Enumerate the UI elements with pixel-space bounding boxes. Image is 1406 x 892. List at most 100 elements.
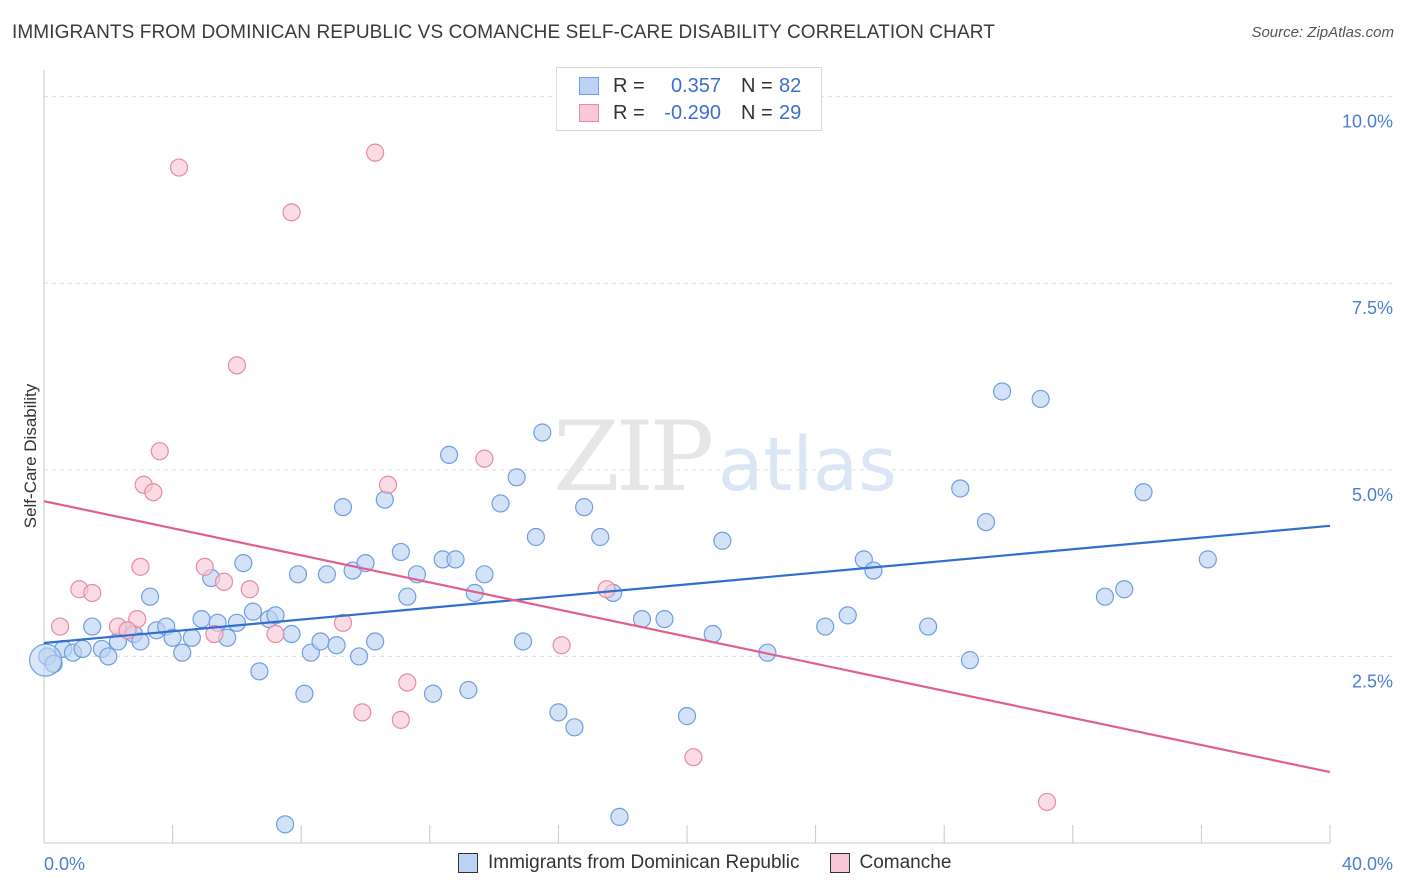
y-axis-label: Self-Care Disability <box>21 383 40 528</box>
watermark-zip: ZIP <box>553 401 712 513</box>
dominican-point <box>234 554 253 573</box>
n-value: 82 <box>779 74 802 97</box>
dominican-point <box>131 632 150 651</box>
y-tick-label: 7.5% <box>1352 298 1393 318</box>
data-points <box>29 143 1217 834</box>
dominican-point <box>1198 550 1217 569</box>
comanche-point <box>195 557 214 576</box>
comanche-point <box>333 613 353 632</box>
y-tick-labels: 2.5% 5.0% 7.5% 10.0% <box>1342 112 1393 692</box>
dominican-point <box>439 445 459 465</box>
dominican-cluster-point <box>29 643 63 677</box>
y-tick-label: 2.5% <box>1352 671 1393 691</box>
dominican-point <box>1115 580 1134 599</box>
comanche-trend-line <box>43 500 1331 774</box>
dominican-point <box>1031 389 1050 409</box>
comanche-point <box>240 580 259 599</box>
dominican-point <box>366 632 385 651</box>
series-legend: Immigrants from Dominican Republic Coman… <box>458 852 981 874</box>
n-value: 29 <box>779 101 802 124</box>
dominican-point <box>266 606 285 625</box>
n-label: N = <box>741 74 773 97</box>
dominican-point <box>288 565 308 584</box>
dominican-point <box>951 479 970 498</box>
watermark: ZIP atlas <box>553 401 897 513</box>
dominican-point <box>375 490 394 509</box>
comanche-point <box>684 748 703 767</box>
dominican-point <box>533 423 552 442</box>
watermark-atlas: atlas <box>718 422 897 508</box>
x-tick-labels: 0.0% 40.0% <box>44 854 1393 874</box>
dominican-point <box>677 707 697 726</box>
comanche-point <box>144 483 163 502</box>
source-label: Source: ZipAtlas.com <box>1251 24 1394 41</box>
dominican-point <box>591 527 610 547</box>
dominican-point <box>317 565 337 584</box>
dominican-point <box>349 647 369 666</box>
dominican-point <box>1134 483 1153 502</box>
dominican-point <box>140 587 160 606</box>
dominican-point <box>565 718 584 737</box>
dominican-point <box>423 684 443 703</box>
legend-item-dominican: Immigrants from Dominican Republic <box>458 852 800 874</box>
legend-item-comanche: Comanche <box>829 852 952 874</box>
legend-label: Immigrants from Dominican Republic <box>488 852 800 873</box>
r-value: 0.357 <box>670 74 721 97</box>
dominican-point <box>575 498 594 517</box>
comanche-point <box>50 617 70 636</box>
dominican-point <box>276 815 295 834</box>
dominican-point <box>227 613 246 632</box>
comanche-point <box>378 475 398 494</box>
chart-title: IMMIGRANTS FROM DOMINICAN REPUBLIC VS CO… <box>12 22 995 43</box>
dominican-point <box>182 628 201 647</box>
legend-label: Comanche <box>859 852 952 873</box>
comanche-point <box>366 143 385 162</box>
comanche-point <box>475 449 494 468</box>
dominican-point <box>173 643 192 662</box>
comanche-point <box>597 580 616 599</box>
y-tick-label: 5.0% <box>1352 485 1393 505</box>
dominican-trend-line <box>43 524 1331 645</box>
dominican-point <box>459 680 478 700</box>
dominican-point <box>192 609 211 629</box>
dominican-point <box>992 382 1012 401</box>
dominican-point <box>99 647 118 666</box>
comanche-point <box>266 624 285 644</box>
dominican-point <box>549 703 568 722</box>
dominican-point <box>475 565 494 584</box>
comanche-point <box>227 356 246 375</box>
x-ticks <box>172 825 1331 843</box>
comanche-point <box>214 572 234 591</box>
dominican-point <box>250 662 269 681</box>
x-tick-label: 0.0% <box>44 854 85 874</box>
dominican-point <box>327 636 346 655</box>
dominican-point <box>655 609 674 629</box>
dominican-point <box>960 651 980 670</box>
dominican-point <box>919 617 938 636</box>
gridlines <box>44 96 1392 657</box>
comanche-point <box>282 203 301 222</box>
r-value: -0.290 <box>664 101 721 124</box>
dominican-point <box>491 494 510 513</box>
legend-row-blue: R = 0.357 N = 82 <box>557 73 801 99</box>
dominican-point <box>243 602 263 621</box>
dominican-point <box>713 531 732 550</box>
comanche-point <box>131 557 150 576</box>
dominican-point <box>1095 587 1115 606</box>
r-label: R = <box>613 101 645 124</box>
dominican-point <box>507 468 526 487</box>
y-tick-label: 10.0% <box>1342 112 1393 132</box>
comanche-point <box>391 710 410 729</box>
pink-swatch <box>579 104 599 122</box>
comanche-point <box>83 583 102 603</box>
dominican-point <box>446 550 465 569</box>
comanche-point <box>150 442 169 461</box>
dominican-point <box>295 684 314 703</box>
comanche-point <box>552 636 571 655</box>
dominican-point <box>311 632 330 651</box>
pink-swatch <box>829 853 850 873</box>
blue-swatch <box>579 77 599 95</box>
dominican-point <box>282 624 301 644</box>
comanche-point <box>169 158 189 177</box>
dominican-point <box>864 561 883 580</box>
